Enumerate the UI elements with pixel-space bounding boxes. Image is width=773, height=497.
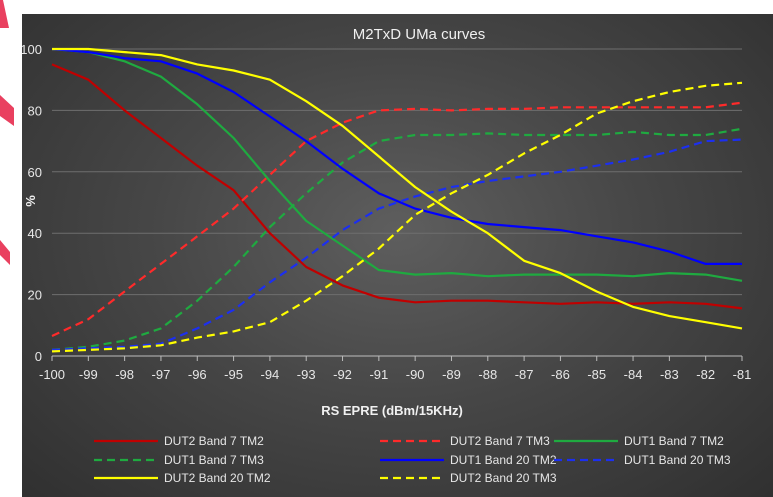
series-line-4	[51, 47, 742, 265]
x-tick-label-3: -97	[152, 367, 171, 382]
legend-label-2: DUT1 Band 7 TM2	[624, 434, 724, 448]
y-tick-label-3: 60	[28, 165, 42, 180]
x-tick-label-7: -93	[297, 367, 316, 382]
y-tick-label-4: 80	[28, 103, 42, 118]
y-tick-label-5: 100	[22, 42, 42, 57]
x-tick-label-16: -84	[624, 367, 643, 382]
x-tick-label-5: -95	[224, 367, 243, 382]
x-tick-label-15: -85	[587, 367, 606, 382]
series-line-3	[51, 127, 743, 351]
x-tick-label-1: -99	[79, 367, 98, 382]
legend-label-5: DUT1 Band 20 TM3	[624, 453, 731, 467]
line-chart: M2TxD UMa curves 0 20 40 60 80 100 -100 -99 -98…	[22, 26, 751, 485]
series-line-7	[51, 81, 743, 353]
x-axis-title: RS EPRE (dBm/15KHz)	[321, 403, 463, 418]
x-tick-label-17: -83	[660, 367, 679, 382]
series-lines	[51, 47, 743, 353]
legend-label-4: DUT1 Band 20 TM2	[450, 453, 557, 467]
x-tick-label-0: -100	[39, 367, 65, 382]
x-tick-label-14: -86	[551, 367, 570, 382]
x-tick-label-4: -96	[188, 367, 207, 382]
x-tick-label-18: -82	[696, 367, 715, 382]
pink-accent-bar	[0, 0, 14, 265]
x-tick-label-2: -98	[115, 367, 134, 382]
y-axis-title: %	[23, 195, 38, 207]
x-tick-label-11: -89	[442, 367, 461, 382]
series-line-6	[52, 47, 743, 330]
legend-label-6: DUT2 Band 20 TM2	[164, 471, 271, 485]
y-tick-label-0: 0	[35, 349, 42, 364]
legend-label-3: DUT1 Band 7 TM3	[164, 453, 264, 467]
legend-label-0: DUT2 Band 7 TM2	[164, 434, 264, 448]
x-tick-labels: -100 -99 -98 -97 -96 -95 -94 -93 -92 -91 -90 -89 -88…	[39, 367, 751, 382]
x-tick-label-12: -88	[478, 367, 497, 382]
chart-area: M2TxD UMa curves 0 20 40 60 80 100 -100 -99 -98…	[22, 14, 773, 497]
legend-label-7: DUT2 Band 20 TM3	[450, 471, 557, 485]
series-line-1	[51, 101, 743, 337]
x-tick-label-10: -90	[406, 367, 425, 382]
x-tick-label-8: -92	[333, 367, 352, 382]
y-tick-labels: 0 20 40 60 80 100	[22, 42, 42, 364]
x-tick-label-13: -87	[515, 367, 534, 382]
series-line-2	[51, 47, 743, 282]
y-tick-label-2: 40	[28, 226, 42, 241]
x-tick-label-19: -81	[733, 367, 752, 382]
chart-title: M2TxD UMa curves	[353, 26, 486, 43]
axes	[51, 355, 743, 361]
x-tick-label-9: -91	[369, 367, 388, 382]
y-tick-label-1: 20	[28, 288, 42, 303]
legend-label-1: DUT2 Band 7 TM3	[450, 434, 550, 448]
legend: DUT2 Band 7 TM2 DUT2 Band 7 TM3 DUT1 Band …	[94, 434, 731, 485]
x-tick-label-6: -94	[260, 367, 279, 382]
